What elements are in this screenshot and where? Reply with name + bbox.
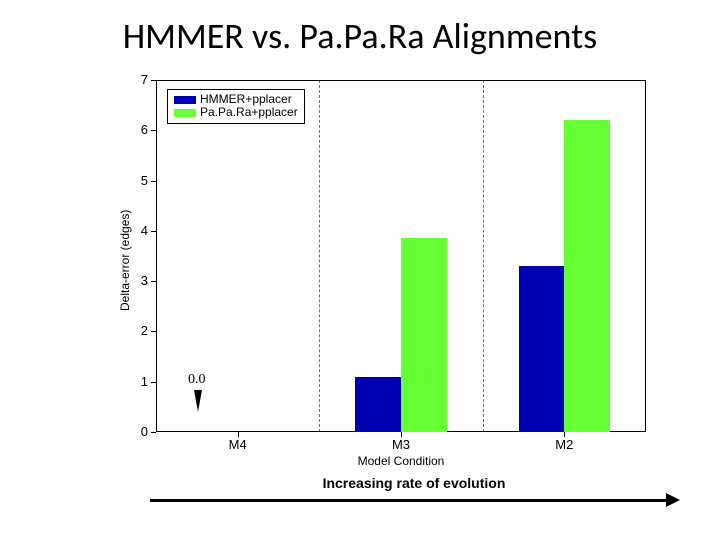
bar-hmmer-pplacer	[355, 377, 401, 432]
zero-annotation-arrow	[194, 390, 202, 412]
y-tick	[151, 432, 156, 433]
evolution-arrow-head	[666, 493, 680, 507]
y-tick	[151, 281, 156, 282]
bar-pa-pa-ra-pplacer	[401, 238, 447, 432]
evolution-caption: Increasing rate of evolution	[150, 475, 678, 491]
legend-label: Pa.Pa.Ra+pplacer	[200, 106, 298, 119]
right-axis-line	[645, 80, 646, 432]
evolution-arrow-line	[150, 499, 666, 502]
y-axis-label: Delta-error (edges)	[118, 210, 132, 311]
y-tick-label: 7	[126, 72, 148, 87]
top-axis-line	[156, 80, 646, 81]
legend-item: Pa.Pa.Ra+pplacer	[174, 106, 298, 119]
y-tick	[151, 80, 156, 81]
chart-area: 01234567Delta-error (edges)M4M3M2Model C…	[156, 80, 646, 432]
x-tick-label: M3	[371, 437, 431, 452]
x-tick-label: M2	[534, 437, 594, 452]
y-tick-label: 6	[126, 122, 148, 137]
bar-pa-pa-ra-pplacer	[564, 120, 610, 432]
y-tick-label: 0	[126, 424, 148, 439]
x-axis-label: Model Condition	[156, 454, 646, 468]
y-axis-line	[156, 80, 157, 432]
y-tick-label: 5	[126, 173, 148, 188]
y-tick-label: 1	[126, 374, 148, 389]
zero-annotation: 0.0	[188, 372, 206, 388]
y-tick	[151, 382, 156, 383]
page-title: HMMER vs. Pa.Pa.Ra Alignments	[0, 14, 720, 58]
y-tick	[151, 231, 156, 232]
group-separator	[483, 80, 484, 432]
legend-swatch	[174, 109, 196, 117]
y-tick-label: 2	[126, 323, 148, 338]
x-tick-label: M4	[208, 437, 268, 452]
group-separator	[319, 80, 320, 432]
slide-root: HMMER vs. Pa.Pa.Ra Alignments 01234567De…	[0, 0, 720, 540]
bar-hmmer-pplacer	[519, 266, 565, 432]
y-tick	[151, 331, 156, 332]
legend-swatch	[174, 96, 196, 104]
y-tick	[151, 130, 156, 131]
y-tick	[151, 181, 156, 182]
legend: HMMER+pplacerPa.Pa.Ra+pplacer	[167, 89, 305, 124]
